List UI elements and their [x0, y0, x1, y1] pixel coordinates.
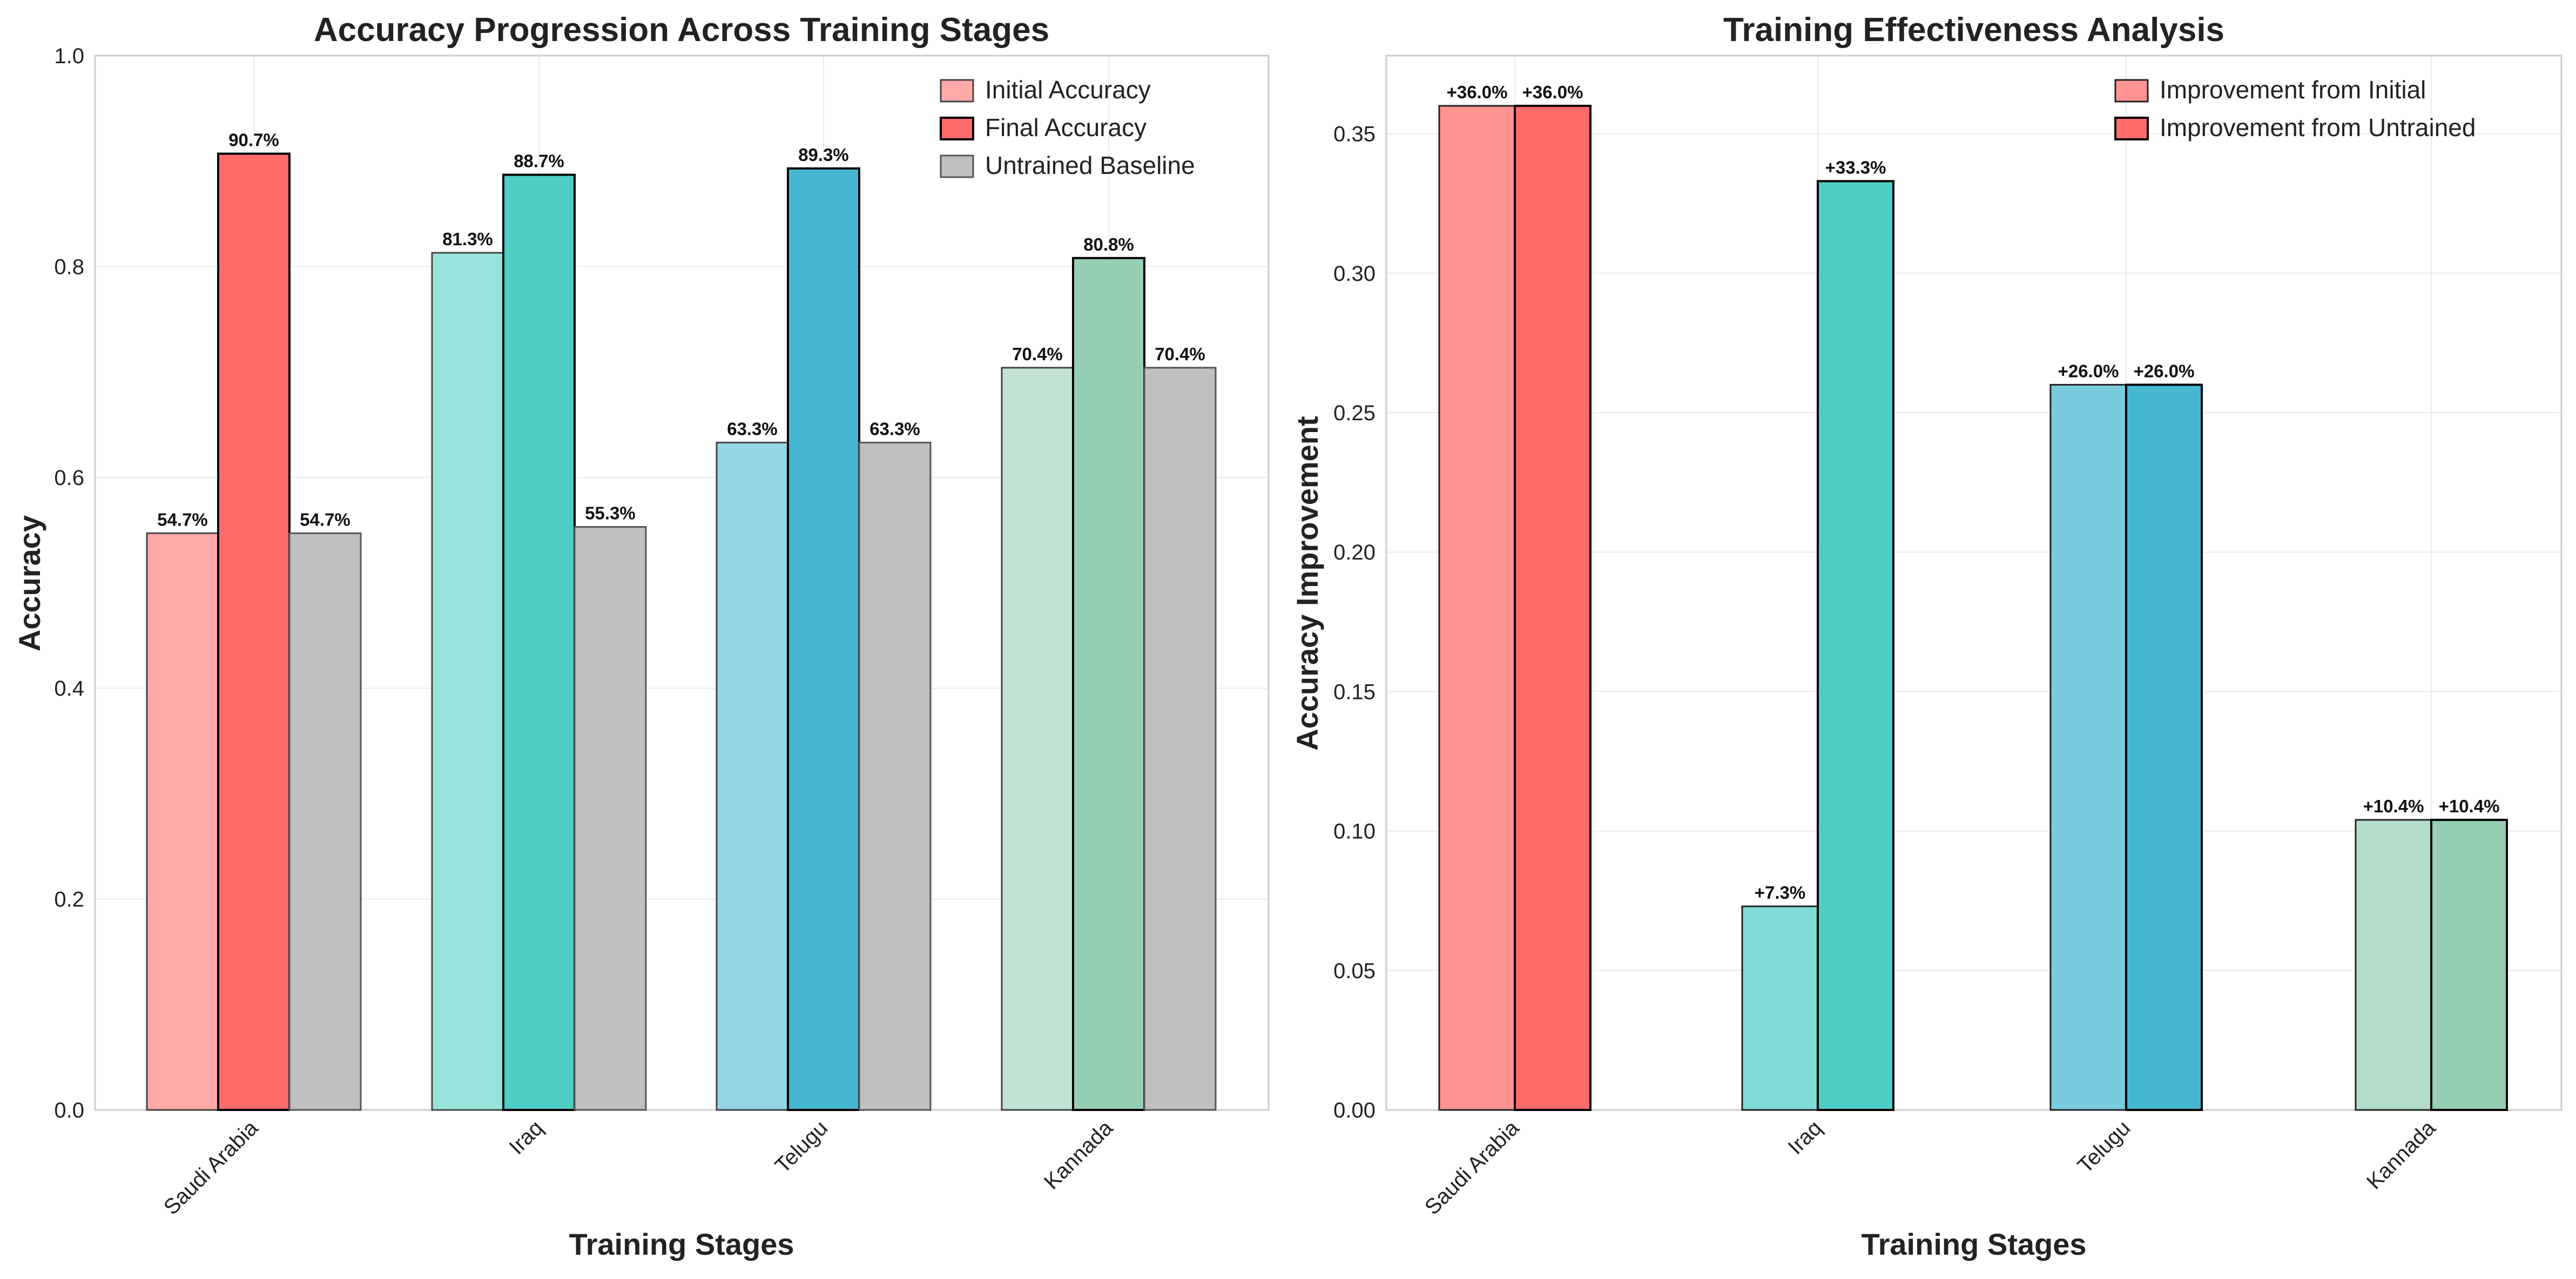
- y-tick-label: 0.10: [1333, 820, 1375, 844]
- right-plot-frame: [1385, 55, 2562, 1111]
- bar-initial-accuracy: [1001, 367, 1074, 1111]
- bar-value-label: +26.0%: [2058, 361, 2119, 381]
- left-plot-frame: [94, 55, 1270, 1111]
- bar-improvement-from-untrained: [2430, 818, 2508, 1111]
- bar-initial-accuracy: [146, 532, 219, 1111]
- bar-value-label: 54.7%: [157, 509, 208, 529]
- bar-initial-accuracy: [716, 441, 789, 1111]
- bar-value-label: +7.3%: [1755, 883, 1806, 903]
- left-y-ticks: 0.0 0.2 0.4 0.6 0.8 1.0: [54, 44, 84, 1122]
- bar-final-accuracy: [787, 167, 860, 1111]
- y-tick-label: 0.30: [1333, 262, 1375, 286]
- right-y-ticks: 0.00 0.05 0.10 0.15 0.20 0.25 0.30 0.35: [1333, 123, 1375, 1122]
- left-bars: [146, 152, 1217, 1111]
- bar-improvement-from-initial: [1741, 905, 1819, 1111]
- bar-improvement-from-initial: [2355, 819, 2432, 1111]
- bar-improvement-from-untrained: [2125, 383, 2203, 1111]
- right-y-axis-label: Accuracy Improvement: [1290, 416, 1324, 750]
- left-legend: Initial Accuracy Final Accuracy Untrained …: [940, 76, 1195, 179]
- y-tick-label: 0.0: [54, 1099, 84, 1122]
- y-tick-label: 0.8: [54, 255, 84, 279]
- bar-value-label: 70.4%: [1012, 344, 1063, 364]
- y-tick-label: 1.0: [54, 44, 84, 68]
- bar-value-label: +10.4%: [2363, 796, 2424, 816]
- right-bars: [1438, 104, 2508, 1111]
- y-tick-label: 0.35: [1333, 123, 1375, 146]
- legend-swatch: [940, 117, 974, 140]
- bar-value-label: 90.7%: [228, 130, 279, 150]
- bar-final-accuracy: [1072, 257, 1145, 1111]
- y-tick-label: 0.4: [54, 677, 84, 701]
- legend-label: Improvement from Initial: [2160, 76, 2426, 104]
- bar-untrained-baseline: [858, 441, 932, 1111]
- bar-improvement-from-initial: [2049, 383, 2127, 1111]
- y-tick-label: 0.05: [1333, 959, 1375, 983]
- legend-label: Final Accuracy: [985, 113, 1147, 142]
- bar-improvement-from-untrained: [1514, 104, 1592, 1111]
- left-y-axis-label: Accuracy: [12, 515, 46, 651]
- legend-swatch: [2114, 117, 2149, 140]
- training-effectiveness-chart: +36.0% +7.3% +26.0% +10.4% +36.0% +33.3% +26.0…: [1290, 11, 2562, 1261]
- bar-value-label: +36.0%: [1447, 82, 1508, 102]
- left-chart-title: Accuracy Progression Across Training Sta…: [314, 11, 1049, 49]
- right-legend: Improvement from Initial Improvement from…: [2114, 76, 2476, 142]
- bar-final-accuracy: [502, 173, 576, 1111]
- right-x-axis-label: Training Stages: [1862, 1227, 2087, 1261]
- left-value-labels: 54.7% 81.3% 63.3% 70.4% 90.7% 88.7% 89.3% 80.8%…: [157, 130, 1205, 530]
- bar-value-label: 54.7%: [300, 509, 350, 529]
- left-x-axis-label: Training Stages: [569, 1227, 794, 1261]
- bar-final-accuracy: [217, 152, 291, 1111]
- bar-value-label: 88.7%: [514, 151, 564, 171]
- right-value-labels: +36.0% +7.3% +26.0% +10.4% +36.0% +33.3% +26.0…: [1447, 82, 2500, 903]
- y-tick-label: 0.20: [1333, 541, 1375, 564]
- bar-value-label: +26.0%: [2134, 361, 2195, 381]
- bar-improvement-from-untrained: [1817, 180, 1894, 1111]
- bar-improvement-from-initial: [1438, 105, 1516, 1111]
- right-chart-title: Training Effectiveness Analysis: [1723, 11, 2224, 49]
- bar-untrained-baseline: [1143, 367, 1217, 1111]
- legend-label: Untrained Baseline: [985, 151, 1195, 179]
- y-tick-label: 0.6: [54, 466, 84, 490]
- bar-value-label: 63.3%: [869, 419, 920, 439]
- bar-value-label: 70.4%: [1155, 344, 1205, 364]
- y-tick-label: 0.00: [1333, 1099, 1375, 1122]
- legend-swatch: [940, 79, 974, 103]
- bar-untrained-baseline: [288, 532, 362, 1111]
- bar-value-label: +10.4%: [2439, 796, 2500, 816]
- legend-swatch: [2114, 79, 2149, 103]
- bar-value-label: +33.3%: [1825, 157, 1886, 177]
- y-tick-label: 0.25: [1333, 401, 1375, 425]
- bar-value-label: 89.3%: [798, 145, 849, 165]
- bar-value-label: +36.0%: [1522, 82, 1583, 102]
- legend-label: Improvement from Untrained: [2160, 113, 2476, 142]
- y-tick-label: 0.15: [1333, 680, 1375, 704]
- bar-value-label: 81.3%: [442, 229, 493, 249]
- bar-value-label: 80.8%: [1083, 234, 1134, 254]
- bar-value-label: 63.3%: [727, 419, 778, 439]
- y-tick-label: 0.2: [54, 888, 84, 912]
- legend-label: Initial Accuracy: [985, 76, 1151, 104]
- legend-swatch: [940, 154, 974, 178]
- bar-initial-accuracy: [431, 252, 504, 1111]
- bar-untrained-baseline: [574, 526, 647, 1111]
- bar-value-label: 55.3%: [585, 503, 636, 523]
